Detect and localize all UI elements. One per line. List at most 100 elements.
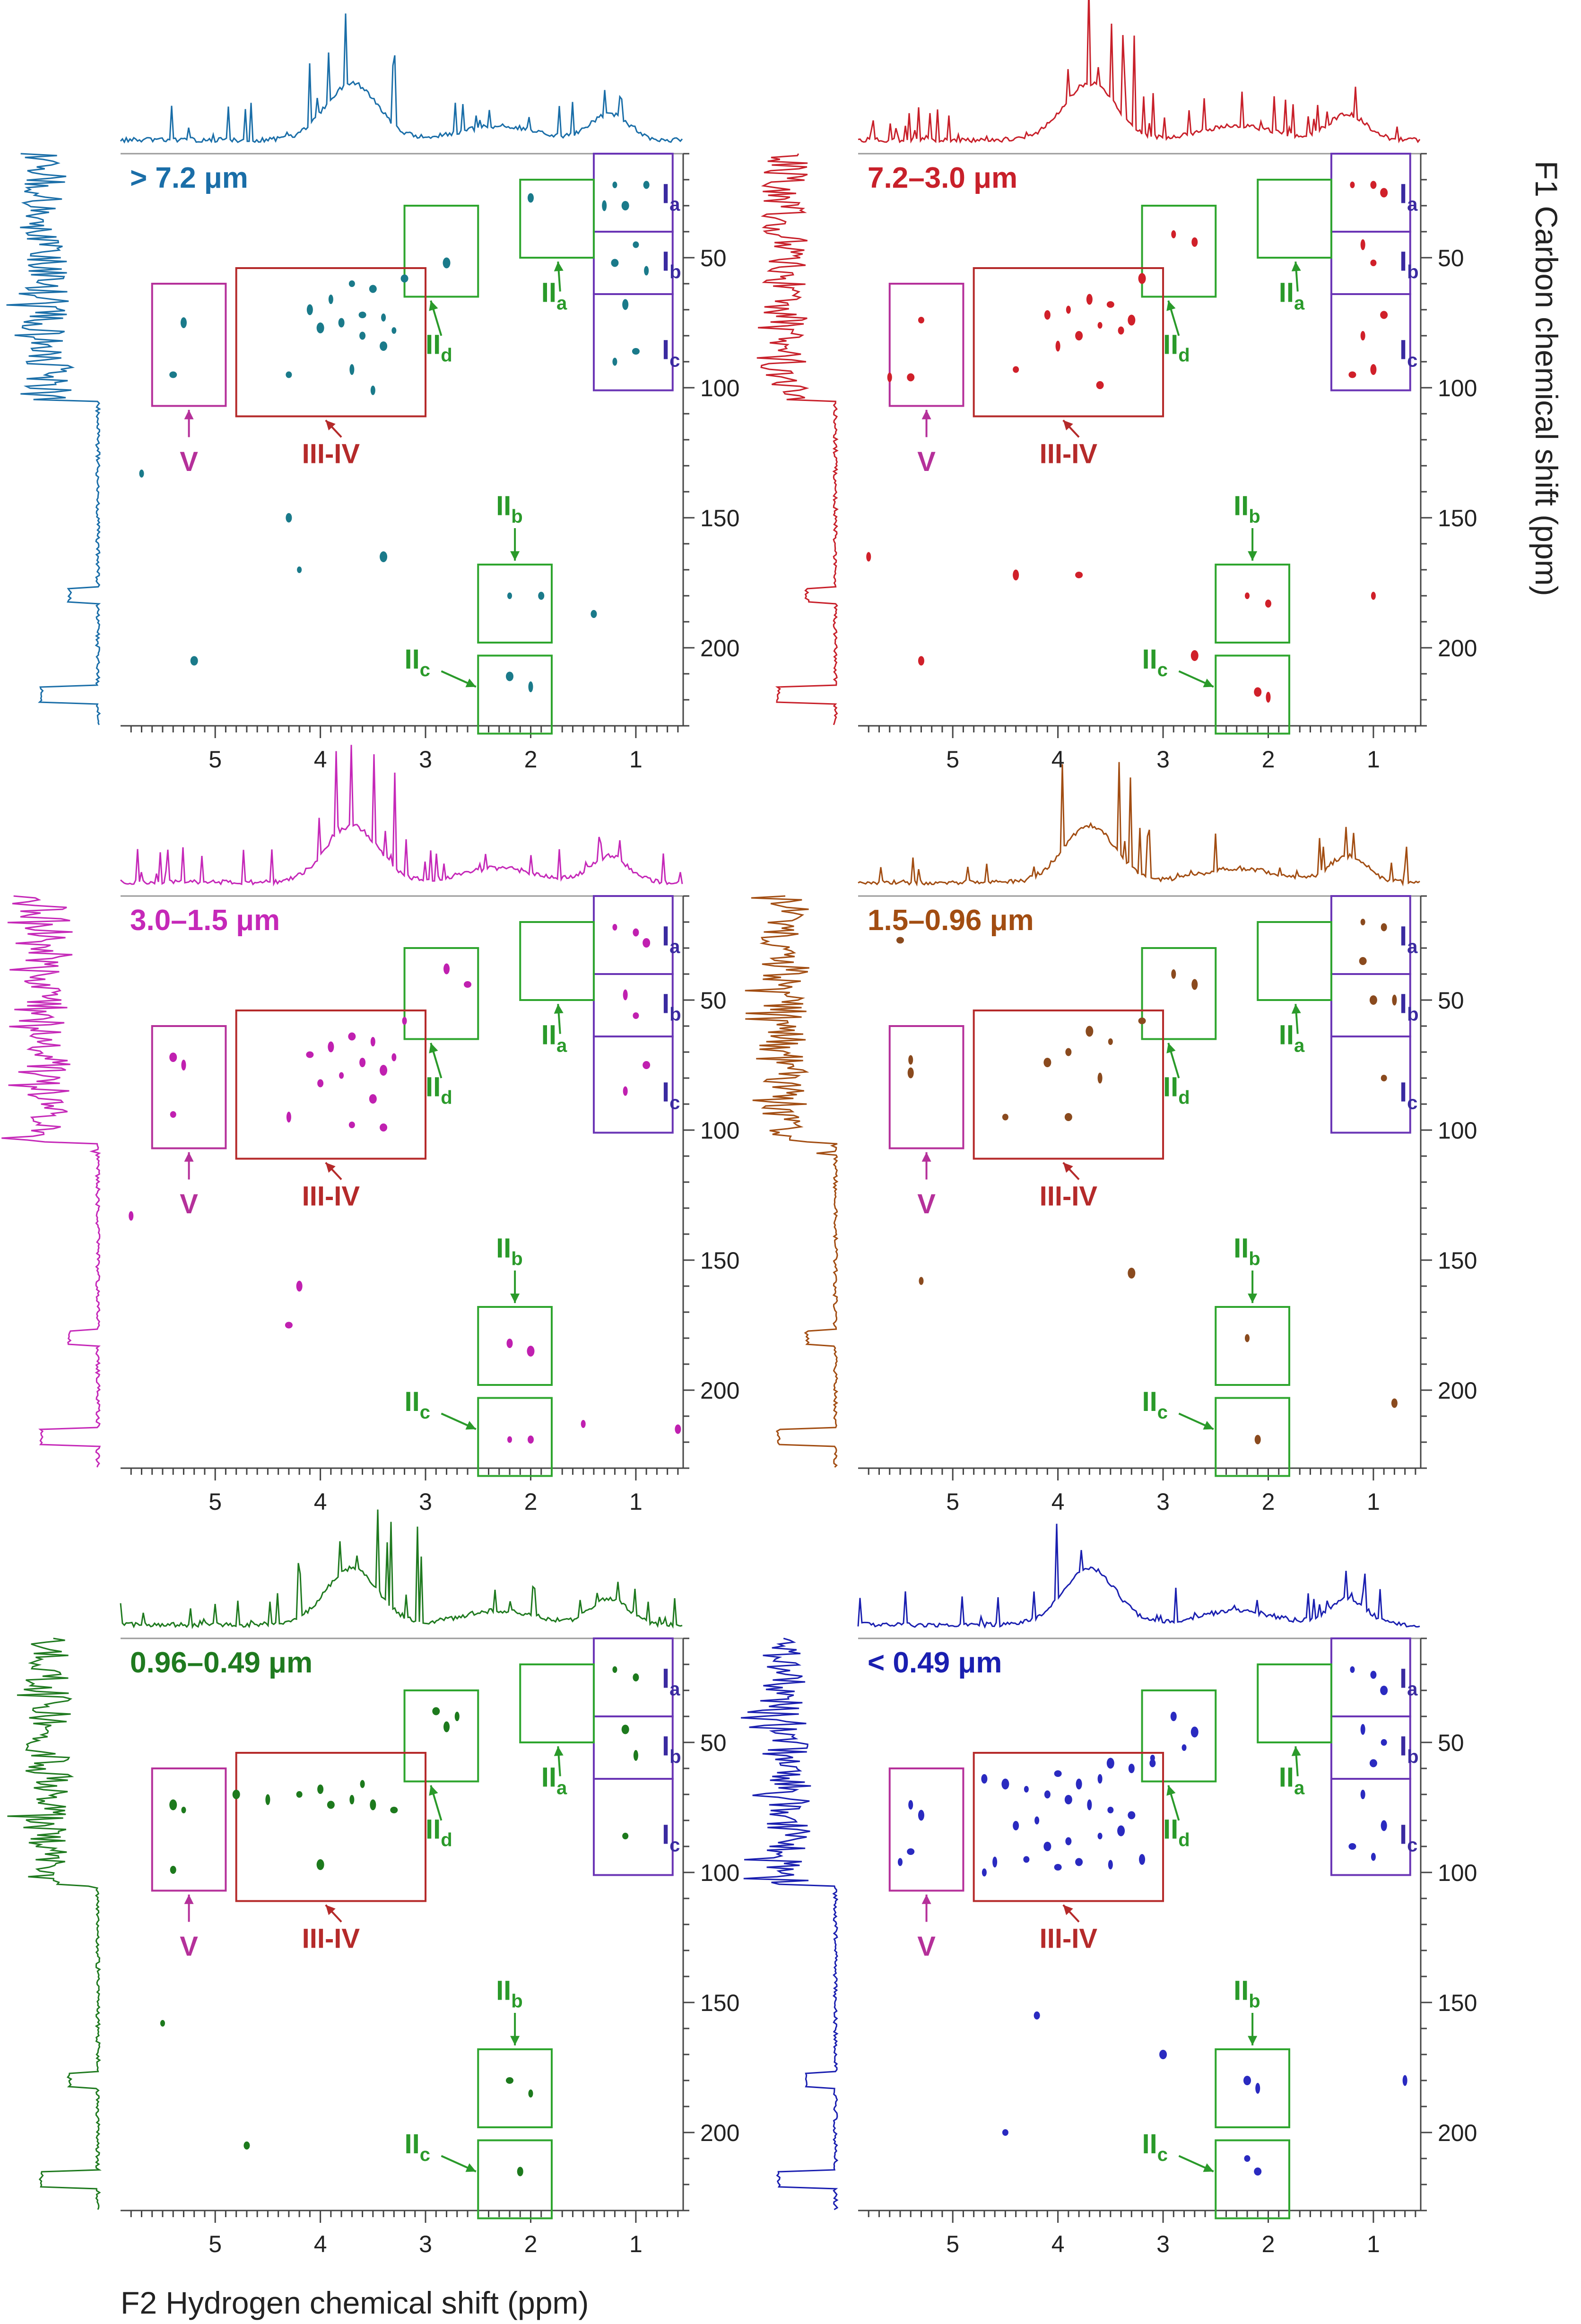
region-label-iid-subscript: d (1178, 345, 1190, 366)
cross-peak (1254, 2167, 1262, 2176)
cross-peak (1096, 381, 1104, 389)
region-arrow-iib-head (1248, 551, 1258, 561)
cross-peak (1159, 2050, 1167, 2059)
region-v-box (151, 1025, 227, 1149)
cross-peak (1064, 1795, 1072, 1804)
f2-projection-trace (858, 762, 1420, 887)
cross-peak (306, 304, 313, 315)
cross-peak (160, 2020, 165, 2027)
cross-peak (390, 1807, 398, 1813)
y-tick-label: 200 (700, 635, 739, 662)
region-label-ic: Ic (662, 335, 680, 371)
cross-peak (443, 963, 450, 975)
cross-peak (581, 1420, 586, 1428)
cross-peak (391, 327, 397, 334)
cross-peak (506, 1339, 513, 1348)
region-iic-box (477, 1397, 553, 1477)
cross-peak (1086, 1026, 1094, 1037)
cross-peak (1370, 1671, 1377, 1679)
region-iic-box (477, 2139, 553, 2220)
region-arrow-v-head (184, 409, 194, 419)
region-arrow-iia-head (1291, 1746, 1301, 1756)
cross-peak (1043, 1842, 1051, 1851)
f2-projection-trace (120, 1509, 683, 1629)
y-tick-label: 50 (1438, 987, 1464, 1014)
cross-peak (633, 928, 639, 937)
y-tick-label: 100 (1438, 1860, 1477, 1886)
f2-projection-trace (857, 1523, 1420, 1629)
cross-peak (1149, 1759, 1156, 1767)
cross-peak (169, 371, 177, 378)
x-tick-label: 3 (419, 1488, 432, 1515)
region-v-box (888, 1025, 964, 1149)
cross-peak (1265, 600, 1271, 608)
cross-peak (1106, 1758, 1114, 1769)
x-tick-label: 3 (1156, 746, 1170, 773)
region-arrow-iii-iv-head (325, 420, 336, 431)
region-label-v: V (917, 1931, 936, 1962)
panel-title: 1.5–0.96 μm (868, 904, 1034, 937)
region-label-ib-subscript: b (669, 1004, 681, 1025)
cross-peak (907, 373, 915, 382)
cross-peak (1371, 1853, 1376, 1861)
region-iii-iv-box (973, 1752, 1164, 1902)
region-label-ia-subscript: a (669, 194, 680, 215)
x-tick-label: 2 (524, 2231, 538, 2257)
cross-peak (1150, 1755, 1155, 1761)
cross-peak (623, 1086, 628, 1096)
f2-projection-trace (120, 745, 683, 887)
region-arrow-iib-head (510, 551, 520, 561)
y-tick-label: 200 (1438, 1377, 1477, 1404)
cross-peak (454, 1712, 460, 1721)
region-iid-box (403, 947, 479, 1040)
cross-peak (908, 1800, 913, 1810)
region-ic-box (1330, 293, 1411, 392)
cross-peak (1359, 957, 1367, 965)
x-tick-label: 1 (1367, 2231, 1380, 2257)
x-tick-label: 5 (946, 1488, 959, 1515)
cross-peak (181, 1807, 186, 1813)
cross-peak (505, 671, 513, 681)
cross-peak (1381, 1075, 1387, 1081)
cross-peak (908, 1055, 913, 1065)
region-arrow-iia-head (554, 261, 564, 271)
cross-peak (1369, 995, 1377, 1005)
x-tick-label: 3 (419, 2231, 432, 2257)
cross-peak (317, 1079, 324, 1088)
f2-projection-trace (120, 13, 683, 144)
cross-peak (1360, 331, 1365, 340)
region-iic-box (477, 654, 553, 735)
cross-peak (286, 513, 292, 522)
cross-peak (907, 1848, 915, 1855)
region-ic-box (592, 293, 674, 392)
region-iia-box (519, 179, 595, 259)
cross-peak (632, 348, 640, 355)
cross-peak (443, 257, 451, 269)
region-iia-box (1257, 921, 1332, 1001)
cross-peak (1097, 1072, 1103, 1084)
cross-peak (1370, 364, 1377, 375)
cross-peak (982, 1868, 987, 1877)
cross-peak (1023, 1856, 1030, 1863)
panel-title: < 0.49 μm (868, 1646, 1002, 1679)
region-label-iia-subscript: a (1294, 1036, 1305, 1056)
cross-peak (897, 1858, 903, 1866)
region-label-iic-subscript: c (420, 2144, 430, 2165)
x-tick-label: 5 (208, 1488, 222, 1515)
region-arrow-iic-head (465, 1421, 476, 1430)
cross-peak (919, 1277, 924, 1285)
cross-peak (1034, 2011, 1040, 2019)
y-tick-label: 100 (700, 1117, 739, 1144)
y-tick-label: 150 (1438, 1247, 1477, 1274)
x-tick-label: 2 (1262, 1488, 1275, 1515)
cross-peak (1350, 1666, 1355, 1673)
region-iia-box (519, 921, 595, 1001)
cross-peak (1064, 1113, 1072, 1121)
region-iic-box (1215, 654, 1290, 735)
region-label-ia-subscript: a (669, 937, 680, 957)
cross-peak (633, 1750, 638, 1761)
cross-peak (528, 2089, 533, 2098)
cross-peak (1191, 237, 1198, 247)
region-label-iib: IIb (496, 1233, 523, 1270)
